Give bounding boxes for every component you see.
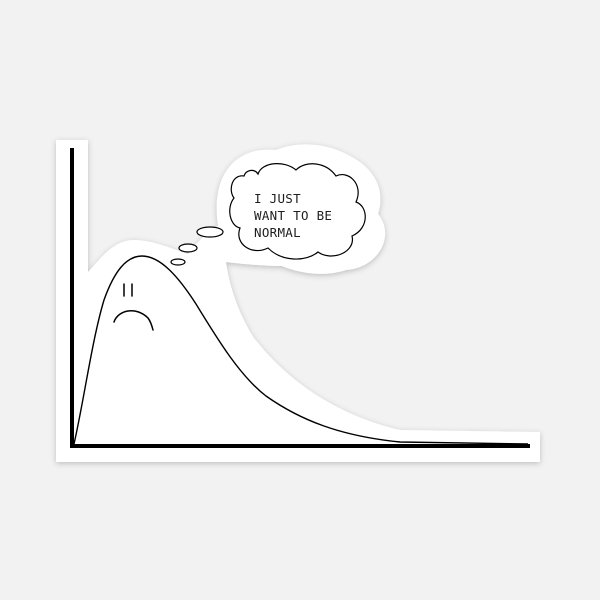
thought-line-1: I JUST	[254, 191, 301, 206]
thought-line-2: WANT TO BE	[254, 208, 332, 223]
thought-bubble-icon	[170, 163, 366, 266]
thought-dot-medium	[178, 243, 198, 253]
sad-face-icon	[113, 283, 154, 331]
skewed-curve	[73, 255, 529, 445]
thought-line-3: NORMAL	[254, 225, 301, 240]
thought-dot-large	[196, 226, 224, 238]
thought-cloud	[229, 163, 366, 260]
sticker-backing	[56, 140, 540, 462]
thought-dot-small	[170, 258, 186, 266]
axes	[70, 148, 530, 448]
thought-text: I JUST WANT TO BE NORMAL	[254, 191, 332, 240]
